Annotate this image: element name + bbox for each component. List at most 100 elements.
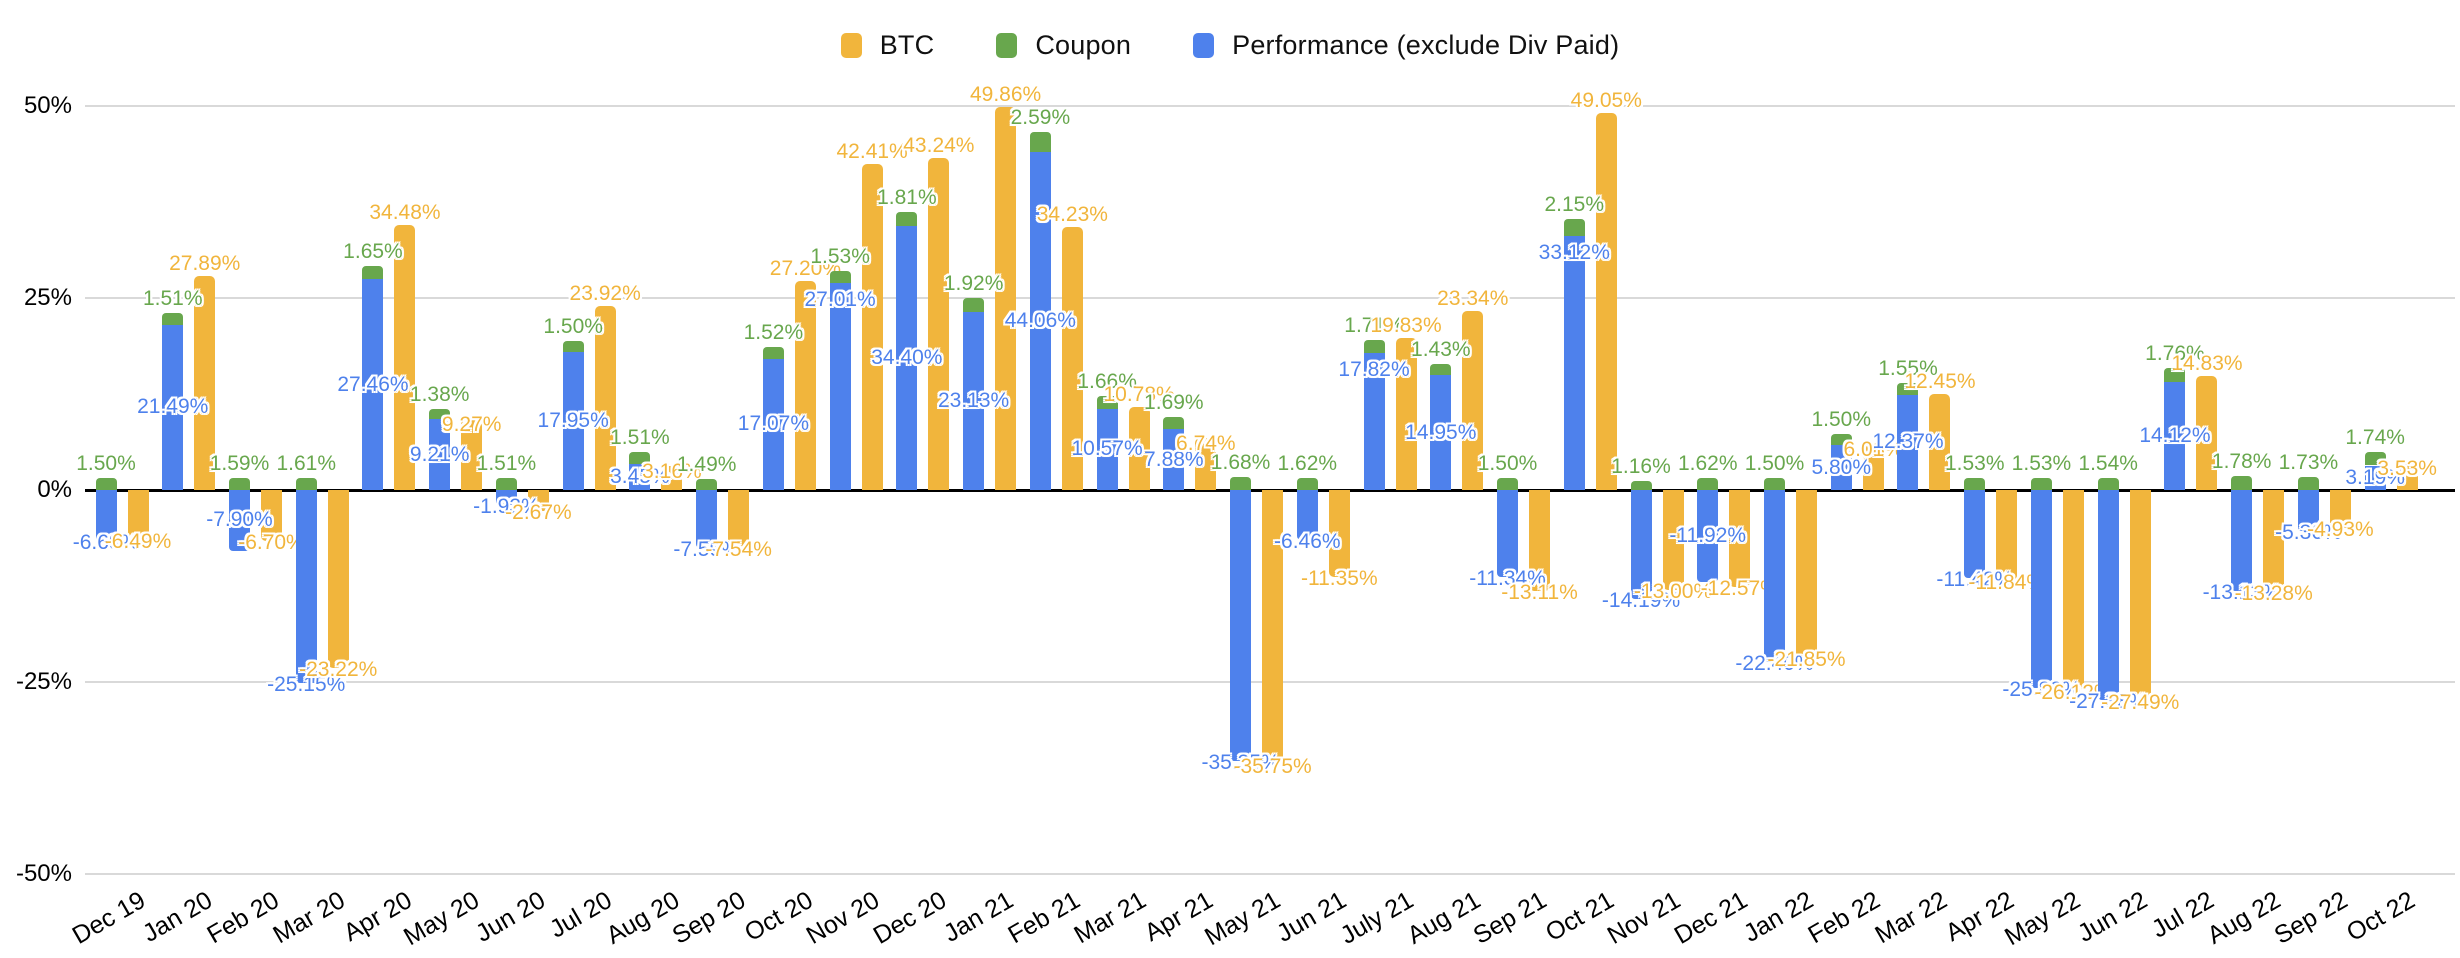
- bar-performance: [2231, 490, 2253, 591]
- btc-data-label: -35.75%: [1233, 754, 1312, 778]
- btc-data-label: -21.85%: [1767, 647, 1846, 671]
- performance-data-label: 7.88%: [1144, 447, 1204, 471]
- coupon-data-label: 1.74%: [2345, 426, 2405, 450]
- legend-item-btc: BTC: [840, 30, 935, 61]
- bar-btc: [461, 418, 483, 490]
- x-axis-label: Feb 20: [202, 886, 284, 950]
- btc-data-label: 10.78%: [1103, 383, 1175, 407]
- bar-btc: [2396, 462, 2418, 490]
- coupon-data-label: 1.92%: [943, 271, 1004, 295]
- btc-data-label: -6.49%: [104, 529, 172, 553]
- performance-data-label: -25.15%: [267, 673, 346, 697]
- x-axis-label: Aug 20: [601, 886, 684, 950]
- x-axis-label: Oct 22: [2341, 886, 2420, 948]
- btc-data-label: -4.93%: [2307, 517, 2374, 541]
- coupon-data-label: 1.65%: [343, 240, 403, 264]
- bar-btc: [1328, 490, 1350, 578]
- x-axis-label: Feb 21: [1002, 886, 1085, 950]
- btc-data-label: 6.01%: [1843, 437, 1904, 461]
- bar-performance: [1497, 490, 1519, 578]
- coupon-data-label: 1.51%: [142, 287, 203, 311]
- performance-data-label: -11.92%: [1669, 523, 1747, 547]
- bar-coupon: [896, 211, 918, 226]
- legend-label-btc: BTC: [879, 30, 935, 60]
- bar-btc: [394, 225, 416, 490]
- coupon-swatch-icon: [996, 33, 1018, 58]
- btc-data-label: -26.12%: [2034, 680, 2113, 704]
- btc-data-label: -11.84%: [1968, 570, 2046, 594]
- bar-coupon: [1497, 478, 1519, 490]
- coupon-data-label: 1.38%: [409, 382, 470, 406]
- btc-data-label: 12.45%: [1904, 370, 1976, 394]
- performance-data-label: -22.40%: [1735, 652, 1814, 676]
- x-axis-label: Oct 21: [1540, 886, 1619, 948]
- coupon-data-label: 1.62%: [1677, 451, 1738, 475]
- coupon-data-label: 1.76%: [2145, 342, 2205, 366]
- btc-data-label: -13.11%: [1501, 580, 1578, 604]
- btc-data-label: -6.70%: [238, 531, 305, 555]
- btc-data-label: -13.28%: [2234, 581, 2313, 605]
- bar-coupon: [1830, 433, 1852, 446]
- bar-coupon: [362, 266, 384, 280]
- bar-btc: [1128, 407, 1150, 490]
- btc-data-label: 3.16%: [642, 459, 702, 483]
- bar-performance: [562, 352, 584, 490]
- btc-data-label: 49.05%: [1570, 89, 1642, 113]
- bar-coupon: [1430, 364, 1452, 376]
- bar-coupon: [696, 478, 718, 490]
- btc-data-label: 19.83%: [1370, 313, 1442, 337]
- btc-data-label: 43.24%: [903, 133, 975, 157]
- bar-btc: [2196, 376, 2218, 490]
- x-axis-label: Dec 21: [1669, 886, 1752, 950]
- bar-btc: [127, 490, 149, 540]
- performance-data-label: 33.12%: [1538, 240, 1610, 264]
- performance-data-label: 5.80%: [1811, 455, 1872, 479]
- btc-data-label: 9.27%: [441, 412, 502, 436]
- bar-performance: [1296, 490, 1318, 540]
- x-axis-label: Aug 22: [2203, 886, 2286, 950]
- x-axis-label: Aug 21: [1402, 886, 1485, 950]
- performance-data-label: -14.19%: [1601, 588, 1681, 612]
- btc-data-label: -7.54%: [705, 537, 772, 561]
- performance-data-label: 14.12%: [2139, 423, 2211, 447]
- btc-data-label: 27.89%: [169, 251, 241, 275]
- bar-performance: [2164, 381, 2186, 490]
- coupon-data-label: 1.51%: [476, 452, 537, 476]
- performance-data-label: 17.07%: [737, 412, 810, 436]
- bar-performance: [95, 490, 117, 542]
- legend-label-performance: Performance (exclude Div Paid): [1232, 30, 1620, 60]
- gridline: [85, 105, 2455, 107]
- performance-data-label: 3.19%: [2345, 465, 2405, 489]
- bar-coupon: [2097, 478, 2119, 490]
- bar-performance: [1764, 490, 1785, 663]
- gridline: [85, 873, 2455, 875]
- bar-coupon: [1630, 481, 1652, 490]
- bar-btc: [1262, 490, 1284, 765]
- bar-performance: [829, 282, 851, 490]
- bar-coupon: [95, 478, 117, 490]
- performance-data-label: 9.21%: [409, 442, 470, 466]
- performance-data-label: -35.35%: [1201, 751, 1280, 775]
- bar-btc: [2263, 490, 2285, 592]
- bar-coupon: [2231, 476, 2253, 490]
- bar-coupon: [2164, 368, 2186, 382]
- bar-performance: [1163, 429, 1185, 490]
- coupon-data-label: 2.59%: [1010, 105, 1071, 129]
- performance-data-label: 44.06%: [1004, 308, 1076, 332]
- x-axis-label: July 21: [1335, 886, 1419, 950]
- btc-data-label: 34.23%: [1036, 203, 1108, 227]
- btc-data-label: 23.34%: [1437, 286, 1509, 310]
- bar-coupon: [963, 297, 985, 313]
- btc-data-label: 42.41%: [836, 140, 908, 164]
- coupon-data-label: 1.50%: [1744, 452, 1805, 476]
- x-axis-label: Sep 22: [2269, 886, 2353, 950]
- bar-btc: [728, 490, 750, 548]
- gridline: [85, 297, 2455, 299]
- bar-performance: [963, 312, 985, 490]
- performance-data-label: -27.38%: [2069, 690, 2148, 714]
- bar-btc: [327, 490, 349, 669]
- performance-data-label: -7.90%: [206, 508, 273, 532]
- performance-data-label: 23.13%: [937, 389, 1010, 413]
- performance-data-label: -13.13%: [2202, 580, 2281, 604]
